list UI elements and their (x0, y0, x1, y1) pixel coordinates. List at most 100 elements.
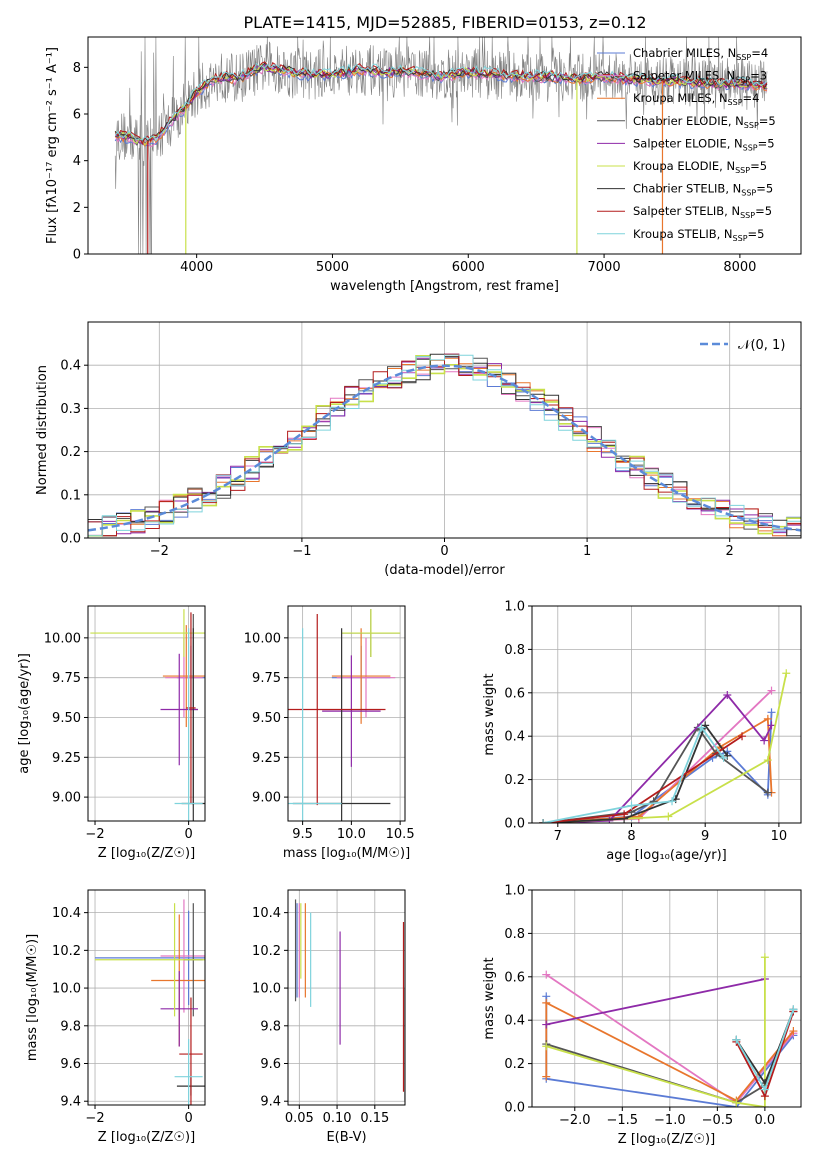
legend-label: Chabrier ELODIE, N (633, 114, 744, 128)
legend-tail: =5 (759, 114, 776, 128)
x-tick-label: 0.15 (360, 1111, 389, 1126)
legend-tail: =3 (750, 69, 767, 83)
x-tick-label: 9.5 (292, 827, 313, 842)
axes-frame (87, 605, 206, 822)
series-marker (542, 1042, 551, 1051)
series-marker (767, 721, 776, 730)
series-line (543, 673, 788, 823)
point-kroupa-miles (162, 625, 205, 728)
x-tick-label: 1 (583, 544, 591, 559)
axes-frame (531, 605, 802, 824)
y-tick-label: 10.2 (52, 944, 81, 959)
y-tick-label: 9.8 (260, 1019, 281, 1034)
legend-entry: Chabrier MILES, NSSP=4 (633, 46, 768, 62)
legend-tail: =5 (750, 159, 767, 173)
y-tick-label: 0.4 (504, 1014, 525, 1029)
series-marker (542, 970, 551, 979)
x-tick-label: 10.5 (386, 827, 415, 842)
y-tick-label: 9.00 (52, 791, 81, 806)
model-spectrum-kroupa-stelib (114, 62, 768, 142)
observed-spectrum (114, 37, 768, 254)
x-tick-label: 7 (554, 829, 562, 844)
legend-entry: Kroupa MILES, NSSP=4 (633, 91, 759, 107)
x-tick-label: 6000 (452, 260, 485, 275)
series-marker (760, 1103, 769, 1107)
series-marker (723, 690, 732, 699)
series-marker (763, 756, 772, 765)
panel-mass-weight-vs-Z: −2.0 −1.5 −1.0 −0.5 0.0 0.0 0.2 0.4 0.6 0.8 1.0 Z [… (482, 884, 802, 1147)
series-marker (763, 788, 772, 797)
plot-area (532, 890, 801, 1107)
normal-curve (88, 364, 801, 532)
y-tick-label: 8 (73, 61, 81, 76)
x-tick-label: −2 (85, 827, 104, 842)
x-tick-label: 0.10 (323, 1111, 352, 1126)
series-marker (767, 708, 776, 717)
y-axis-label: mass weight (482, 957, 497, 1039)
legend-label: Salpeter STELIB, N (633, 204, 740, 218)
panel-residual-histogram: −2 −1 0 1 2 0.0 0.1 0.2 0.3 0.4 (data-model)/error… (35, 321, 802, 578)
y-tick-label: 9.25 (252, 751, 281, 766)
y-tick-label: 10.0 (252, 982, 281, 997)
y-tick-label: 9.4 (260, 1095, 281, 1110)
y-tick-label: 9.50 (252, 711, 281, 726)
y-tick-label: 0.6 (504, 970, 525, 985)
legend-entry: Kroupa STELIB, NSSP=5 (633, 227, 764, 243)
y-tick-label: 10.00 (44, 631, 81, 646)
y-tick-label: 0.1 (60, 488, 81, 503)
y-tick-label: 0.6 (504, 686, 525, 701)
panel-spectrum: 4000 5000 6000 7000 8000 0 2 4 6 8 wavelength [Ang… (45, 36, 802, 294)
y-tick-label: 4 (73, 154, 81, 169)
plot-area (288, 890, 405, 1105)
x-tick-label: 8000 (723, 260, 756, 275)
legend-sub: SSP (733, 234, 748, 243)
series-marker (760, 1085, 769, 1094)
series-chabrier-miles (539, 708, 776, 823)
point-salpeter-stelib (186, 612, 196, 804)
axes-frame (531, 889, 802, 1108)
x-axis-label: Z [log₁₀(Z/Z☉)] (98, 1130, 195, 1145)
y-tick-label: 0.8 (504, 643, 525, 658)
series-marker (763, 714, 772, 723)
y-tick-label: 9.00 (252, 791, 281, 806)
y-axis-label: mass [log₁₀(M/M☉)] (25, 934, 40, 1061)
x-tick-label: 0 (440, 544, 448, 559)
legend-sub: SSP (743, 143, 758, 152)
legend-entry: Salpeter STELIB, NSSP=5 (633, 204, 772, 220)
y-tick-label: 0.4 (60, 359, 81, 374)
point-salpeter-stelib (288, 613, 386, 806)
y-tick-label: 0.3 (60, 402, 81, 417)
legend-label: Kroupa ELODIE, N (633, 159, 735, 173)
y-tick-label: 9.75 (252, 671, 281, 686)
legend-label: Chabrier STELIB, N (633, 182, 741, 196)
legend-entry: Chabrier STELIB, NSSP=5 (633, 182, 773, 198)
plot-area (532, 606, 801, 823)
legend-normal-label: 𝒩(0, 1) (738, 338, 785, 353)
series-marker (789, 1005, 798, 1014)
series-line (546, 957, 766, 1107)
panel-age-vs-mass: 9.5 10.0 10.5 9.00 9.25 9.50 9.75 10.00 mass [lo… (244, 605, 415, 861)
y-tick-label: 10.2 (252, 944, 281, 959)
series-marker (542, 1072, 551, 1081)
y-tick-label: 1.0 (504, 600, 525, 615)
axes-frame (87, 321, 802, 539)
axes-frame (87, 889, 206, 1106)
series-salpeter-stelib (539, 732, 747, 823)
series-marker (542, 998, 551, 1007)
y-tick-label: 9.6 (260, 1057, 281, 1072)
series-marker (732, 1035, 741, 1044)
series-marker (664, 812, 673, 821)
legend-sub: SSP (741, 189, 756, 198)
series-marker (732, 1098, 741, 1107)
point-kroupa-elodie (95, 903, 205, 1017)
y-axis-label: Normed distribution (35, 365, 50, 495)
x-tick-label: 0 (184, 827, 192, 842)
series-line (543, 723, 729, 823)
y-tick-label: 9.4 (60, 1095, 81, 1110)
y-axis-label: age [log₁₀(age/yr)] (17, 653, 32, 774)
series-marker (697, 723, 706, 732)
series-marker (760, 953, 769, 962)
y-tick-label: 0 (73, 248, 81, 263)
series-line (543, 693, 773, 823)
y-tick-label: 0.0 (60, 532, 81, 547)
